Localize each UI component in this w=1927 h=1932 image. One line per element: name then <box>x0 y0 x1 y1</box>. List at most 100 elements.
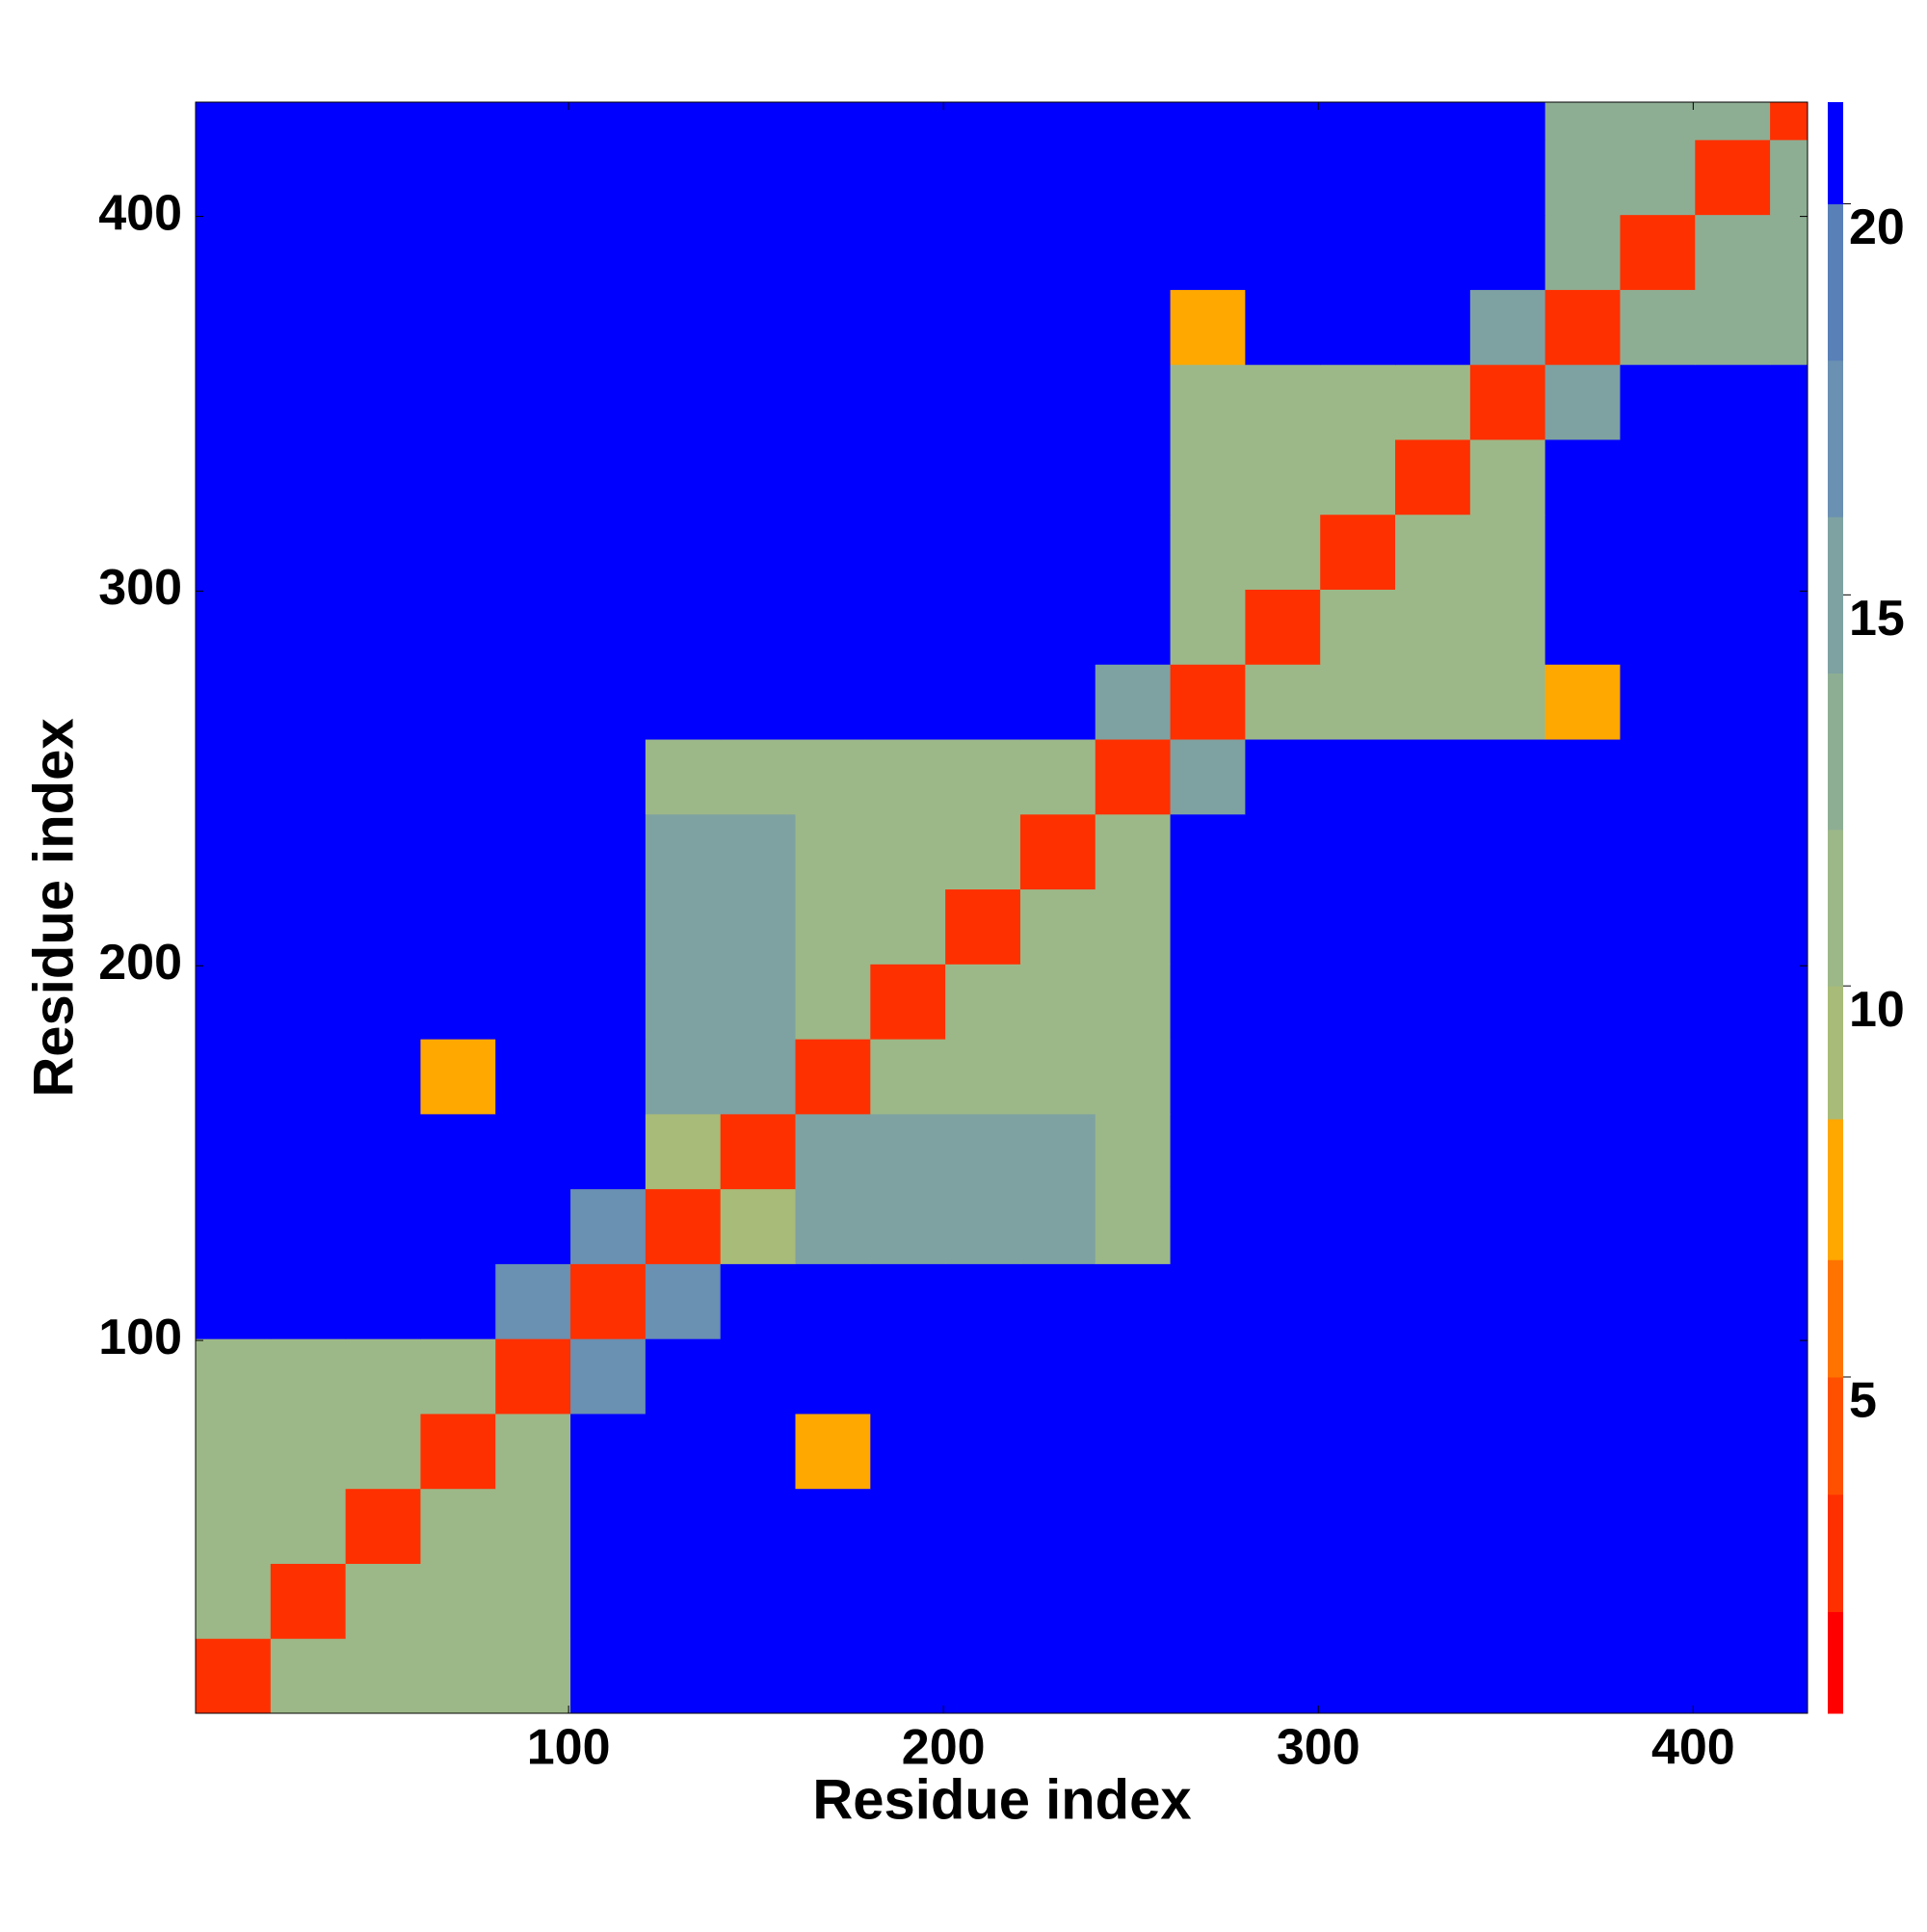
heatmap-cell <box>345 214 421 290</box>
heatmap-cell <box>1544 1488 1621 1564</box>
heatmap-cell <box>1544 214 1621 290</box>
heatmap-cell <box>1170 1488 1246 1564</box>
heatmap-cell <box>1695 1413 1771 1490</box>
heatmap-cell <box>270 589 347 665</box>
heatmap-cell <box>1245 102 1321 141</box>
heatmap-cell <box>1620 102 1696 141</box>
heatmap-cell <box>645 964 722 1040</box>
heatmap-cell <box>1395 664 1471 740</box>
colorbar-band <box>1828 673 1843 831</box>
heatmap-cell <box>1395 1338 1471 1415</box>
heatmap-cell <box>645 139 722 216</box>
heatmap-cell <box>1170 589 1246 665</box>
y-tick-label: 100 <box>98 1310 182 1365</box>
heatmap-cell <box>795 664 871 740</box>
heatmap-cell <box>1395 1413 1471 1490</box>
heatmap-cell <box>645 214 722 290</box>
heatmap-cell <box>1395 139 1471 216</box>
heatmap-cell <box>1095 1188 1172 1264</box>
heatmap-cell <box>270 664 347 740</box>
x-axis-label: Residue index <box>812 1768 1191 1831</box>
heatmap-cell <box>1170 214 1246 290</box>
heatmap-cell <box>1544 1338 1621 1415</box>
heatmap-cell <box>645 1638 722 1714</box>
heatmap-cell <box>1245 1338 1321 1415</box>
heatmap-cell <box>1395 739 1471 815</box>
heatmap-cell <box>1544 739 1621 815</box>
heatmap-cell <box>1695 438 1771 516</box>
heatmap-cell <box>1395 1263 1471 1339</box>
heatmap-cell <box>1695 514 1771 590</box>
heatmap-cell <box>945 1188 1021 1264</box>
heatmap-cell <box>1320 364 1396 440</box>
heatmap-cell <box>1245 1263 1321 1339</box>
heatmap-cell <box>1320 1188 1396 1264</box>
heatmap-cell <box>270 1413 347 1490</box>
colorbar-band <box>1828 516 1843 675</box>
heatmap-cell <box>1245 139 1321 216</box>
heatmap-cell <box>1320 102 1396 141</box>
heatmap-cell <box>1245 1488 1321 1564</box>
heatmap-cell <box>570 1263 647 1339</box>
heatmap-cell <box>1245 664 1321 740</box>
heatmap-cell <box>420 739 496 815</box>
heatmap-cell <box>1320 1638 1396 1714</box>
heatmap-cell <box>495 1338 571 1415</box>
heatmap-cell <box>1620 289 1696 365</box>
heatmap-cell <box>870 1413 946 1490</box>
heatmap-cell <box>1469 1113 1546 1190</box>
heatmap-cell <box>495 1188 571 1264</box>
heatmap-cell <box>1320 289 1396 365</box>
heatmap-cell <box>870 1263 946 1339</box>
heatmap-cell <box>1095 664 1172 740</box>
heatmap-cell <box>570 964 647 1040</box>
heatmap-cell <box>945 589 1021 665</box>
heatmap-cell <box>420 1488 496 1564</box>
heatmap-cell <box>420 1113 496 1190</box>
heatmap-cell <box>420 289 496 365</box>
heatmap-cell <box>270 102 347 141</box>
heatmap-cell <box>196 664 272 740</box>
plot-frame <box>195 101 1808 1714</box>
heatmap-cell <box>1395 102 1471 141</box>
heatmap-cell <box>1320 739 1396 815</box>
heatmap-cell <box>1095 1638 1172 1714</box>
heatmap-cell <box>870 739 946 815</box>
heatmap-cell <box>945 214 1021 290</box>
heatmap-cell <box>420 664 496 740</box>
heatmap-cell <box>1544 139 1621 216</box>
heatmap-cell <box>945 813 1021 890</box>
heatmap-cell <box>345 589 421 665</box>
heatmap-cell <box>645 664 722 740</box>
heatmap-cell <box>645 1413 722 1490</box>
heatmap-cell <box>1469 438 1546 516</box>
heatmap-cell <box>1170 964 1246 1040</box>
heatmap-cell <box>870 1338 946 1415</box>
heatmap-cell <box>1695 1638 1771 1714</box>
heatmap-cell <box>1544 514 1621 590</box>
colorbar-band <box>1828 1119 1843 1260</box>
heatmap-cell <box>420 1338 496 1415</box>
heatmap-cell <box>945 102 1021 141</box>
heatmap-cell <box>1019 964 1096 1040</box>
heatmap-cell <box>196 964 272 1040</box>
heatmap-cell <box>1395 438 1471 516</box>
heatmap-cell <box>945 1488 1021 1564</box>
heatmap-cell <box>1245 1039 1321 1115</box>
heatmap-cell <box>1320 1488 1396 1564</box>
colorbar-band <box>1828 1494 1843 1612</box>
heatmap-cell <box>345 888 421 965</box>
heatmap-cell <box>345 1039 421 1115</box>
heatmap-cell <box>1245 964 1321 1040</box>
heatmap-cell <box>1695 964 1771 1040</box>
heatmap-cell <box>1095 1338 1172 1415</box>
heatmap-cell <box>1095 964 1172 1040</box>
heatmap-cell <box>270 139 347 216</box>
heatmap-cell <box>270 1338 347 1415</box>
heatmap-cell <box>196 514 272 590</box>
heatmap-cell <box>1620 1039 1696 1115</box>
heatmap-cell <box>420 1263 496 1339</box>
heatmap-cell <box>945 514 1021 590</box>
heatmap-cell <box>270 289 347 365</box>
